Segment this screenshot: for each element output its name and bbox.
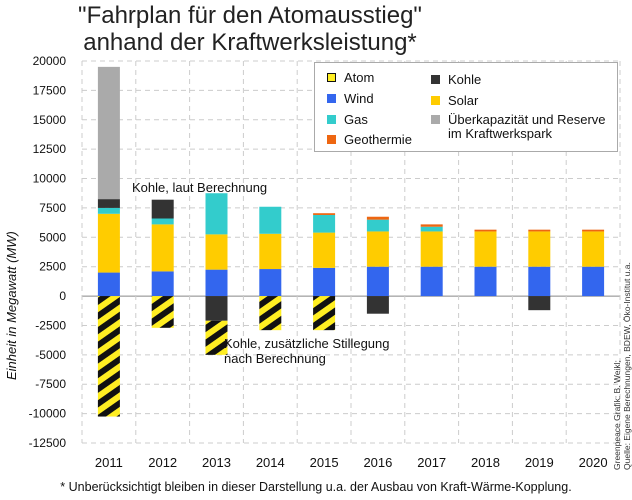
bar-wind-2018 bbox=[474, 266, 497, 297]
x-tick-label: 2013 bbox=[202, 455, 231, 470]
bar-solar-2012 bbox=[151, 224, 174, 272]
y-tick-label: 10000 bbox=[33, 172, 67, 186]
bar-solar-2015 bbox=[313, 232, 336, 268]
y-tick-label: -10000 bbox=[29, 407, 67, 421]
bar-solar-2013 bbox=[205, 234, 228, 270]
x-tick-label: 2012 bbox=[148, 455, 177, 470]
y-tick-label: 15000 bbox=[33, 113, 67, 127]
bar-gas-2015 bbox=[313, 214, 336, 233]
bar-kohle-2019 bbox=[528, 296, 551, 311]
bar-kohle-2013 bbox=[205, 296, 228, 321]
title-line-1: "Fahrplan für den Atomausstieg" bbox=[78, 2, 422, 29]
y-tick-label: -12500 bbox=[29, 436, 67, 450]
bar-wind-2015 bbox=[313, 267, 336, 297]
bar-wind-2020 bbox=[582, 266, 605, 297]
legend-label: Gas bbox=[344, 112, 368, 127]
footnote: * Unberücksichtigt bleiben in dieser Dar… bbox=[60, 480, 572, 494]
y-tick-label: 2500 bbox=[39, 260, 66, 274]
bar-solar-2018 bbox=[474, 231, 497, 267]
bar-wind-2014 bbox=[259, 269, 282, 297]
bar-solar-2016 bbox=[366, 231, 389, 267]
atom-swatch bbox=[327, 73, 336, 82]
x-tick-label: 2014 bbox=[256, 455, 285, 470]
y-tick-label: -7500 bbox=[35, 377, 66, 391]
gas-swatch bbox=[327, 115, 336, 124]
legend-wind: Wind bbox=[327, 92, 374, 106]
bar-solar-2020 bbox=[582, 231, 605, 267]
y-tick-label: -2500 bbox=[35, 318, 66, 332]
bar-wind-2012 bbox=[151, 271, 174, 297]
source-credit: Greenpeace Grafik: B. Weikl; Quelle: Eige… bbox=[612, 262, 632, 470]
bar-wind-2011 bbox=[97, 272, 120, 297]
bar-geothermie-2015 bbox=[313, 213, 336, 215]
solar-swatch bbox=[431, 96, 440, 105]
bar-gas-2016 bbox=[366, 219, 389, 232]
bar-kohle-2012 bbox=[151, 199, 174, 219]
bar-gas-2017 bbox=[420, 226, 443, 232]
y-tick-label: 20000 bbox=[33, 54, 67, 68]
y-tick-label: 12500 bbox=[33, 142, 67, 156]
reserve-swatch bbox=[431, 115, 440, 124]
wind-swatch bbox=[327, 94, 336, 103]
legend-gas: Gas bbox=[327, 113, 368, 127]
legend-label: Solar bbox=[448, 93, 479, 108]
title-line-2: anhand der Kraftwerksleistung* bbox=[83, 29, 417, 56]
bar-gas-2013 bbox=[205, 193, 228, 235]
legend: Atom Wind Gas Geothermie Kohle Solar Übe… bbox=[314, 62, 618, 152]
y-axis-label: Einheit in Megawatt (MW) bbox=[4, 231, 19, 380]
bar-solar-2017 bbox=[420, 231, 443, 267]
bar-wind-2017 bbox=[420, 266, 443, 297]
y-tick-label: 7500 bbox=[39, 201, 66, 215]
legend-label: Kohle bbox=[448, 72, 482, 87]
bar-solar-2019 bbox=[528, 231, 551, 267]
x-tick-label: 2020 bbox=[579, 455, 608, 470]
x-tick-label: 2015 bbox=[310, 455, 339, 470]
chart-title: "Fahrplan für den Atomausstieg" anhand d… bbox=[0, 2, 500, 56]
bar-wind-2016 bbox=[366, 266, 389, 297]
y-tick-label: 0 bbox=[59, 289, 66, 303]
bar-geothermie-2020 bbox=[582, 229, 605, 232]
bar-kohle-2011 bbox=[97, 199, 120, 208]
y-tick-label: 17500 bbox=[33, 83, 67, 97]
bar-kohle-2016 bbox=[366, 296, 389, 314]
kohle-swatch bbox=[431, 75, 440, 84]
bar-atom-2012 bbox=[151, 296, 174, 328]
bar-solar-2011 bbox=[97, 213, 120, 273]
annotation-kohle-calc: Kohle, laut Berechnung bbox=[132, 180, 268, 195]
legend-atom: Atom bbox=[327, 71, 374, 85]
x-tick-label: 2019 bbox=[525, 455, 554, 470]
annotation-kohle-extra: Kohle, zusätzliche Stillegung nach Berech… bbox=[224, 336, 390, 366]
legend-reserve: Überkapazität und Reserve im Kraftwerkspa… bbox=[431, 113, 606, 141]
y-tick-label: 5000 bbox=[39, 230, 66, 244]
legend-label: Geothermie bbox=[344, 132, 412, 147]
legend-solar: Solar bbox=[431, 94, 478, 108]
bar-atom-2014 bbox=[259, 296, 282, 331]
x-tick-label: 2017 bbox=[417, 455, 446, 470]
legend-label: Wind bbox=[344, 91, 374, 106]
bar-solar-2014 bbox=[259, 233, 282, 270]
bar-atom-2011 bbox=[97, 296, 120, 417]
legend-label: Atom bbox=[344, 70, 375, 85]
x-tick-label: 2018 bbox=[471, 455, 500, 470]
legend-kohle: Kohle bbox=[431, 73, 481, 87]
bar-wind-2013 bbox=[205, 269, 228, 297]
legend-geothermie: Geothermie bbox=[327, 133, 412, 147]
bar-atom-2013 bbox=[205, 320, 228, 355]
bar-geothermie-2019 bbox=[528, 229, 551, 232]
bar-geothermie-2017 bbox=[420, 224, 443, 227]
geothermie-swatch bbox=[327, 135, 336, 144]
legend-label: Überkapazität und Reserve im Kraftwerkspa… bbox=[448, 112, 606, 141]
bar-gas-2014 bbox=[259, 206, 282, 234]
bar-gas-2012 bbox=[151, 218, 174, 225]
x-tick-label: 2011 bbox=[95, 455, 123, 470]
bar-geothermie-2018 bbox=[474, 229, 497, 232]
bar-gas-2011 bbox=[97, 207, 120, 214]
y-tick-label: -5000 bbox=[35, 348, 66, 362]
bar-überkapazität-2011 bbox=[97, 66, 120, 200]
bar-wind-2019 bbox=[528, 266, 551, 297]
x-tick-label: 2016 bbox=[363, 455, 392, 470]
bar-atom-2015 bbox=[313, 296, 336, 331]
bar-geothermie-2016 bbox=[366, 216, 389, 220]
